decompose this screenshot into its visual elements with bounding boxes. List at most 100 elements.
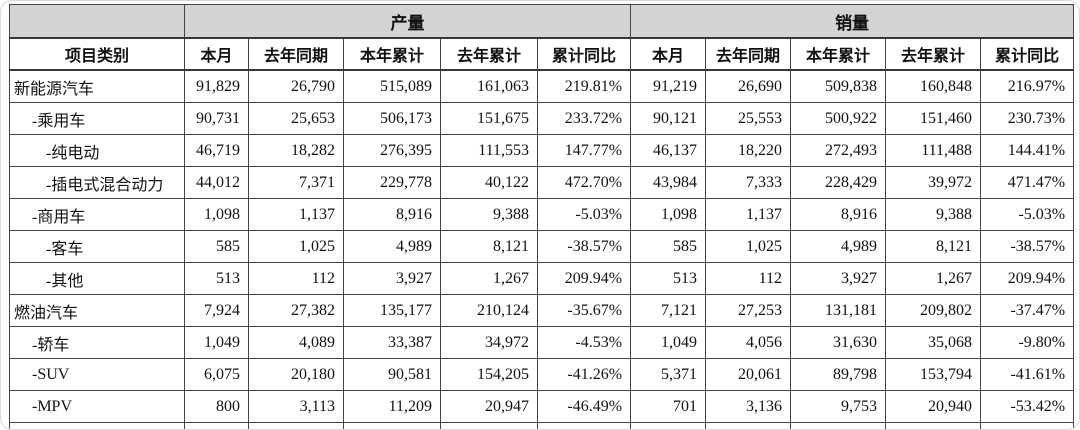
sales-cell: 98,340 [630, 422, 707, 429]
production-cell: 3,113 [248, 390, 344, 423]
sales-cell: 151,460 [885, 102, 982, 135]
production-cell: 209.94% [536, 262, 632, 295]
production-cell: 135,177 [343, 294, 441, 327]
sales-cell: 144.41% [980, 134, 1075, 167]
column-header-sales-1: 去年同期 [705, 37, 792, 71]
column-header-sales-4: 累计同比 [980, 37, 1075, 71]
sales-cell: 90,121 [630, 102, 707, 135]
production-cell: 33,387 [343, 326, 441, 359]
sales-cell: -38.57% [980, 230, 1075, 263]
production-cell: 233.72% [536, 102, 632, 135]
production-cell: 26,790 [248, 69, 344, 103]
sales-cell: 370,650 [885, 422, 982, 429]
production-cell: 11,209 [343, 390, 441, 423]
row-label: -客车 [9, 230, 185, 263]
sales-cell: 216.97% [980, 69, 1075, 103]
production-cell: 650,266 [343, 422, 441, 429]
row-label: -轿车 [9, 326, 185, 359]
sales-cell: 20,940 [885, 390, 982, 423]
production-cell: -46.49% [536, 390, 632, 423]
sales-cell: 5,371 [630, 358, 707, 391]
sales-cell: 131,181 [790, 294, 887, 327]
table-header: 产量 销量 项目类别 本月 去年同期 本年累计 去年累计 累计同比 本月 去年同期 本年累计去… [9, 4, 1075, 71]
sales-cell: -5.03% [980, 198, 1075, 231]
sales-cell: 153,794 [885, 358, 982, 391]
production-cell: 585 [184, 230, 249, 263]
sales-cell: 20,061 [705, 358, 792, 391]
production-cell: 44,012 [184, 166, 249, 199]
production-cell: 34,972 [440, 326, 538, 359]
table-row: -MPV 800 3,113 11,209 20,947 -46.49% 701 3,136 9… [9, 390, 1075, 423]
sales-cell: 27,253 [705, 294, 792, 327]
production-cell: 99,753 [184, 422, 249, 429]
table-row: -轿车 1,049 4,089 33,387 34,972 -4.53% 1,049 4,05… [9, 326, 1075, 359]
sales-cell: 471.47% [980, 166, 1075, 199]
production-cell: -38.57% [536, 230, 632, 263]
production-cell: 6,075 [184, 358, 249, 391]
sales-cell: 585 [630, 230, 707, 263]
sales-cell: 8,121 [885, 230, 982, 263]
sales-cell: 39,972 [885, 166, 982, 199]
table-row: -插电式混合动力 44,012 7,371 229,778 40,122 472.70% 4… [9, 166, 1075, 199]
production-cell: 27,382 [248, 294, 344, 327]
group-header-production: 产量 [183, 4, 632, 39]
sales-cell: -37.47% [980, 294, 1075, 327]
row-label: -插电式混合动力 [9, 166, 185, 199]
sales-cell: 230.73% [980, 102, 1075, 135]
sales-cell: 25,553 [705, 102, 792, 135]
production-cell: 9,388 [440, 198, 538, 231]
sales-cell: 1,137 [705, 198, 792, 231]
production-cell: 1,267 [440, 262, 538, 295]
table-row: 合计99,75354,172650,266371,18775.19%98,340… [9, 422, 1075, 429]
row-label: -乘用车 [9, 102, 185, 135]
table-row: -商用车 1,098 1,137 8,916 9,388 -5.03% 1,098 1,137… [9, 198, 1075, 231]
sales-cell: 3,136 [705, 390, 792, 423]
production-cell: 219.81% [536, 69, 632, 103]
sales-cell: 1,025 [705, 230, 792, 263]
production-cell: -5.03% [536, 198, 632, 231]
production-cell: 54,172 [248, 422, 344, 429]
table-row: 新能源汽车 91,829 26,790 515,089 161,063 219.81% 91… [9, 69, 1075, 103]
column-header-production-4: 累计同比 [536, 37, 632, 71]
production-cell: 8,121 [440, 230, 538, 263]
sales-cell: 1,049 [630, 326, 707, 359]
row-label: 燃油汽车 [9, 294, 185, 327]
production-cell: 91,829 [184, 69, 249, 103]
production-cell: 7,371 [248, 166, 344, 199]
production-cell: 1,025 [248, 230, 344, 263]
production-cell: 20,180 [248, 358, 344, 391]
sales-cell: 228,429 [790, 166, 887, 199]
production-cell: 147.77% [536, 134, 632, 167]
column-header-category: 项目类别 [9, 37, 185, 71]
sales-cell: 8,916 [790, 198, 887, 231]
table-row: -其他 513 112 3,927 1,267 209.94% 513 112 3,927 1,2… [9, 262, 1075, 295]
sales-cell: 701 [630, 390, 707, 423]
sales-cell: 26,690 [705, 69, 792, 103]
sales-cell: 91,219 [630, 69, 707, 103]
production-cell: 20,947 [440, 390, 538, 423]
production-cell: 40,122 [440, 166, 538, 199]
row-label: -商用车 [9, 198, 185, 231]
production-cell: 154,205 [440, 358, 538, 391]
production-cell: 515,089 [343, 69, 441, 103]
sales-cell: 9,753 [790, 390, 887, 423]
production-cell: 371,187 [440, 422, 538, 429]
production-cell: -4.53% [536, 326, 632, 359]
production-cell: 4,089 [248, 326, 344, 359]
production-cell: 513 [184, 262, 249, 295]
production-cell: 111,553 [440, 134, 538, 167]
sales-cell: 513 [630, 262, 707, 295]
sales-cell: -53.42% [980, 390, 1075, 423]
sales-cell: 4,056 [705, 326, 792, 359]
sales-cell: 1,098 [630, 198, 707, 231]
row-label: -MPV [9, 390, 185, 423]
production-cell: -41.26% [536, 358, 632, 391]
sales-cell: 53,943 [705, 422, 792, 429]
sales-cell: 272,493 [790, 134, 887, 167]
column-header-sales-0: 本月 [630, 37, 707, 71]
sales-cell: 9,388 [885, 198, 982, 231]
column-header-sales-2: 本年累计 [790, 37, 887, 71]
sales-cell: 3,927 [790, 262, 887, 295]
production-cell: 1,098 [184, 198, 249, 231]
